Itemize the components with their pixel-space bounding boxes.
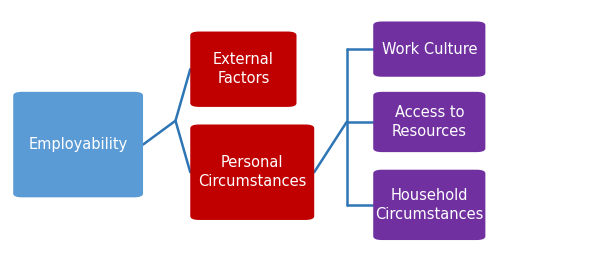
FancyBboxPatch shape <box>13 92 143 197</box>
FancyBboxPatch shape <box>373 92 486 152</box>
Text: Household
Circumstances: Household Circumstances <box>375 188 483 222</box>
FancyBboxPatch shape <box>373 22 486 77</box>
Text: External
Factors: External Factors <box>213 52 274 86</box>
Text: Access to
Resources: Access to Resources <box>392 105 467 139</box>
FancyBboxPatch shape <box>373 170 486 240</box>
Text: Work Culture: Work Culture <box>381 42 477 57</box>
Text: Employability: Employability <box>28 137 127 152</box>
FancyBboxPatch shape <box>190 31 296 107</box>
Text: Personal
Circumstances: Personal Circumstances <box>198 155 307 189</box>
FancyBboxPatch shape <box>190 124 314 220</box>
